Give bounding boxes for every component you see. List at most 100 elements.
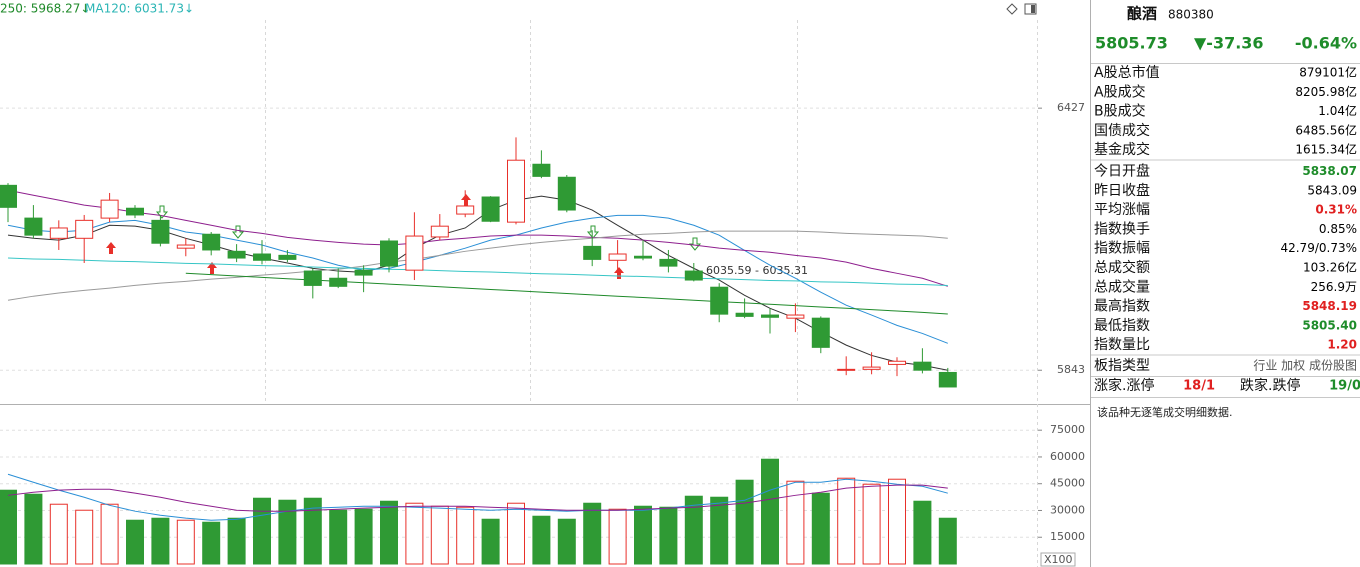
candle-body	[913, 361, 932, 371]
volume-bar	[405, 502, 424, 565]
row-value: 1615.34亿	[1295, 142, 1357, 157]
ma-line	[7, 473, 948, 521]
y-tick-label: 60000	[1050, 450, 1085, 463]
candle-body	[75, 219, 94, 239]
sell-signals	[155, 205, 702, 251]
candle-body	[735, 312, 754, 317]
sell-arrow	[688, 237, 702, 251]
candle-body	[837, 368, 856, 371]
volume-bar	[176, 519, 195, 565]
sell-arrow	[586, 225, 600, 239]
row-value: 5838.07	[1302, 164, 1357, 178]
volume-bar	[354, 508, 373, 565]
diamond-icon[interactable]	[1006, 3, 1018, 15]
volume-bar	[837, 477, 856, 565]
row-label: 国债成交	[1094, 122, 1150, 139]
row-label: 总成交额	[1094, 259, 1150, 276]
index-name: 酿酒	[1127, 5, 1157, 23]
volume-bar	[456, 506, 475, 565]
legend-ma250: 250: 5968.27↓	[0, 2, 90, 16]
count-value: 18/1	[1183, 379, 1215, 394]
row-value: 42.79/0.73%	[1280, 241, 1357, 255]
candle-body	[380, 240, 398, 267]
volume-bar	[49, 503, 68, 565]
candle-body	[100, 199, 119, 219]
y-tick-label: 75000	[1050, 423, 1085, 436]
candle-body	[684, 270, 703, 281]
candle-body	[0, 184, 17, 208]
row-value: 103.26亿	[1303, 260, 1357, 275]
candle-body	[532, 163, 551, 177]
row-label: 今日开盘	[1094, 163, 1150, 180]
candle-body	[481, 196, 500, 222]
row-value: 6485.56亿	[1295, 122, 1357, 137]
row-label: B股成交	[1094, 103, 1146, 120]
buy-arrow	[461, 194, 471, 206]
unit-label: X100	[1044, 553, 1073, 566]
candle-body	[710, 286, 729, 315]
candle-body	[557, 176, 576, 211]
volume-bar	[735, 479, 754, 565]
candle-body	[938, 371, 957, 388]
window-icon[interactable]	[1024, 3, 1037, 15]
candle-body	[862, 366, 881, 370]
candle-body	[329, 277, 348, 287]
row-value: 0.31%	[1315, 203, 1357, 217]
price-change: ▼-37.36	[1194, 34, 1264, 53]
y-tick-label: 5843	[1057, 363, 1085, 376]
row-value: 行业 加权 成份股图	[1253, 359, 1357, 373]
volume-bar	[583, 502, 602, 565]
index-code: 880380	[1168, 8, 1214, 22]
candle-body	[24, 217, 43, 236]
candle-body	[253, 253, 271, 261]
volume-bar	[430, 505, 449, 565]
candle-body	[507, 159, 525, 223]
volume-bar	[532, 515, 551, 565]
candle-body	[811, 317, 830, 348]
ma-line	[7, 195, 948, 371]
row-label: 昨日收盘	[1094, 182, 1150, 199]
volume-bar	[608, 508, 627, 565]
unit-box	[1040, 552, 1076, 567]
window-icon-fill	[1031, 5, 1035, 13]
row-label: 指数换手	[1094, 220, 1150, 237]
volume-bar	[659, 506, 678, 565]
y-tick-label: 45000	[1050, 477, 1085, 490]
y-tick-label: 6427	[1057, 101, 1085, 114]
row-value: 8205.98亿	[1295, 84, 1357, 99]
trade-note: 该品种无逐笔成交明细数据.	[1097, 405, 1233, 419]
y-tick-label: 15000	[1050, 530, 1085, 543]
candle-body	[888, 360, 906, 365]
row-label: 平均涨幅	[1094, 202, 1150, 218]
sell-arrow	[231, 225, 245, 239]
row-value: 0.85%	[1319, 222, 1357, 236]
annotation: 6035.59 - 6035.31	[706, 264, 808, 277]
row-label: 指数振幅	[1094, 241, 1150, 257]
volume-bar	[329, 509, 348, 565]
volume-bar	[202, 521, 221, 565]
buy-signals	[106, 194, 624, 279]
candle-body	[659, 258, 678, 267]
ma-line	[7, 484, 948, 512]
volume-bar	[761, 458, 779, 565]
count-value: 19/0	[1329, 379, 1360, 394]
volume-bar	[684, 495, 703, 565]
row-label: 基金成交	[1094, 141, 1150, 158]
volume-bar	[380, 500, 398, 565]
candle-body	[608, 253, 627, 261]
volume-bar	[786, 480, 805, 565]
candle-body	[49, 227, 68, 239]
candle-body	[634, 255, 652, 259]
volume-bar	[100, 503, 119, 565]
y-tick-label: 30000	[1050, 503, 1085, 516]
volume-bar	[24, 493, 43, 565]
row-value: 1.20	[1327, 338, 1357, 352]
row-label: 最低指数	[1094, 318, 1150, 334]
volume-bar	[507, 502, 525, 565]
volume-bar	[634, 505, 652, 565]
candle-body	[278, 254, 297, 260]
volume-bar	[0, 489, 17, 565]
ma-line	[7, 257, 948, 287]
